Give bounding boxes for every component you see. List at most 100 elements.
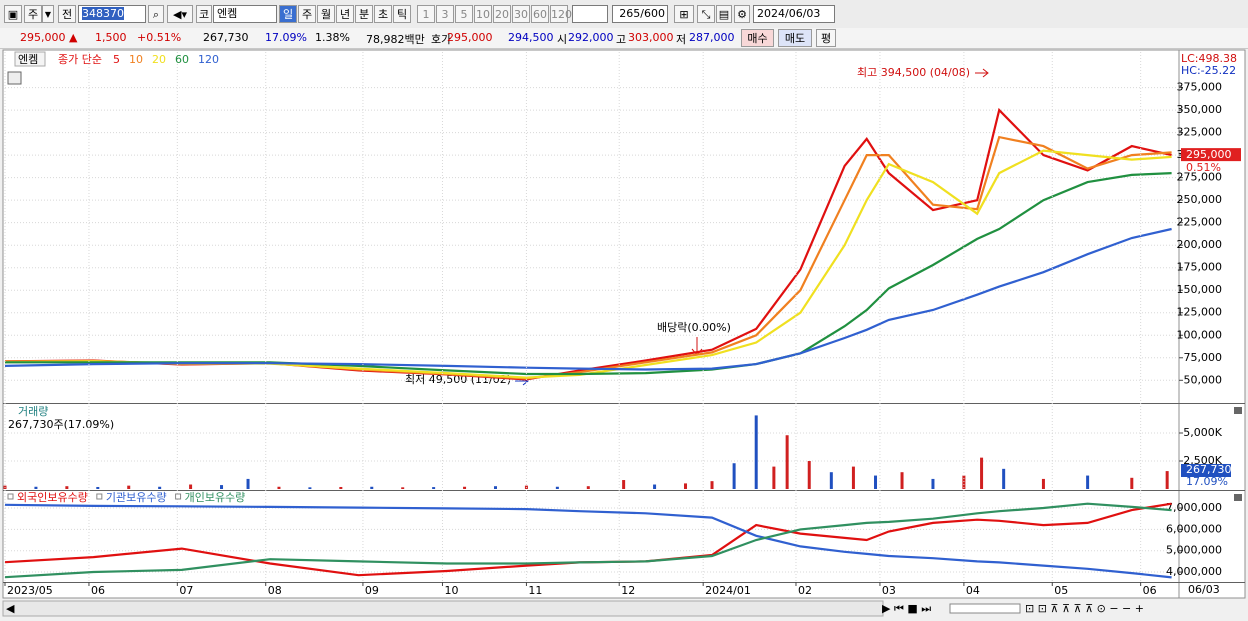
- volume-bar: [246, 478, 250, 489]
- volume-bar: [851, 466, 855, 489]
- y-tick-label: 225,000: [1177, 216, 1223, 229]
- volume-bar: [34, 486, 38, 489]
- search-button[interactable]: ⌕: [148, 5, 164, 23]
- axis-info: LC:498.38: [1181, 52, 1237, 65]
- prev-button[interactable]: 전: [58, 5, 76, 23]
- scroll-controls[interactable]: ▶ ⏮ ■ ⏭: [882, 602, 931, 615]
- volume-bar: [874, 475, 878, 489]
- y-tick-label: 100,000: [1177, 328, 1223, 341]
- average-button[interactable]: 평: [816, 29, 836, 47]
- date-input[interactable]: 2024/06/03: [753, 5, 835, 23]
- quote-item: 시: [557, 33, 568, 46]
- volume-bar: [189, 484, 193, 489]
- sell-button[interactable]: 매도: [778, 29, 812, 47]
- save-button[interactable]: ▤: [716, 5, 732, 23]
- pane-close[interactable]: [1234, 494, 1242, 501]
- x-tick-label: 12: [621, 584, 635, 597]
- quote-item: 294,500: [508, 31, 554, 44]
- quote-item: 17.09%: [265, 31, 307, 44]
- volume-tag-box: [1181, 464, 1231, 477]
- pane-title: 거래량: [18, 405, 48, 418]
- x-tick-label: 11: [528, 584, 542, 597]
- volume-bar: [370, 486, 374, 489]
- code-input[interactable]: 348370: [78, 5, 146, 23]
- toolbar-button[interactable]: 10: [474, 5, 492, 23]
- toolbar-button[interactable]: 30: [512, 5, 530, 23]
- zoom-controls[interactable]: ⊡ ⊡ ⊼ ⊼ ⊼ ⊼ ⊙ − − +: [1025, 602, 1144, 615]
- series-line: [4, 502, 1172, 579]
- x-tick-label: 10: [444, 584, 458, 597]
- quote-item: 1,500: [95, 31, 127, 44]
- x-tick-label: 2023/05: [7, 584, 53, 597]
- zoom-slider[interactable]: [949, 603, 1021, 614]
- table-icon[interactable]: [7, 71, 22, 85]
- x-tick-label: 06: [1143, 584, 1157, 597]
- volume-tag: 267,730: [1186, 463, 1232, 476]
- series-line: [4, 149, 1172, 379]
- pane-subtitle: 267,730주(17.09%): [8, 418, 114, 431]
- x-tick-label: 09: [365, 584, 379, 597]
- axis-info: HC:-25.22: [1181, 64, 1236, 77]
- legend-entry: 5: [113, 53, 120, 66]
- toolbar-button[interactable]: 일: [279, 5, 297, 23]
- toolbar-button[interactable]: 3: [436, 5, 454, 23]
- toolbar-button[interactable]: 60: [531, 5, 549, 23]
- y-tick-label: 2,500K: [1183, 454, 1222, 467]
- toolbar-button[interactable]: 초: [374, 5, 392, 23]
- legend-entry: 120: [198, 53, 219, 66]
- series-line: [4, 502, 1172, 577]
- market-button[interactable]: 주: [24, 5, 42, 23]
- y-tick-label: 125,000: [1177, 306, 1223, 319]
- price-tag-box: [1181, 148, 1241, 162]
- legend-entry: 10: [129, 53, 143, 66]
- x-tick-label: 07: [179, 584, 193, 597]
- icon-button[interactable]: ▣: [4, 5, 22, 23]
- toolbar-button[interactable]: 틱: [393, 5, 411, 23]
- settings-button[interactable]: ⚙: [734, 5, 750, 23]
- change-tag: 0.51%: [1186, 161, 1221, 174]
- volume-bar: [962, 475, 966, 489]
- volume-bar: [308, 487, 312, 489]
- scrollbar[interactable]: [2, 600, 884, 617]
- y-tick-label: 75,000: [1184, 351, 1223, 364]
- toolbar-button[interactable]: 1: [417, 5, 435, 23]
- x-tick-label: 05: [1054, 584, 1068, 597]
- count-input[interactable]: 265/600: [612, 5, 668, 23]
- quote-item: 78,982백만: [366, 33, 425, 46]
- y-tick-label: 200,000: [1177, 238, 1223, 251]
- y-tick-label: 250,000: [1177, 193, 1223, 206]
- toolbar-button[interactable]: 년: [336, 5, 354, 23]
- pane-close[interactable]: [1234, 407, 1242, 414]
- exchange-button[interactable]: 코: [196, 5, 212, 23]
- legend-box: [14, 51, 46, 67]
- volume-bar: [732, 463, 736, 489]
- scroll-left[interactable]: ◀: [6, 602, 15, 615]
- y-tick-label: 50,000: [1184, 373, 1223, 386]
- toolbar-button[interactable]: 20: [493, 5, 511, 23]
- interval-input[interactable]: [572, 5, 608, 23]
- y-tick-label: 175,000: [1177, 261, 1223, 274]
- volume-bar: [65, 486, 69, 489]
- toolbar-button[interactable]: 5: [455, 5, 473, 23]
- sound-button[interactable]: ◀▾: [167, 5, 193, 23]
- volume-bar: [785, 435, 789, 489]
- toolbar-button[interactable]: 주: [298, 5, 316, 23]
- x-tick-label: 02: [798, 584, 812, 597]
- tool-button[interactable]: ⤡: [697, 5, 715, 23]
- buy-button[interactable]: 매수: [741, 29, 774, 47]
- x-tick-label: 2024/01: [705, 584, 751, 597]
- name-input[interactable]: 엔켐: [213, 5, 277, 23]
- volume-bar: [754, 415, 758, 489]
- toolbar-button[interactable]: 120: [550, 5, 572, 23]
- volume-bar: [980, 457, 984, 489]
- quote-item: 292,000: [568, 31, 614, 44]
- toolbar-button[interactable]: 월: [317, 5, 335, 23]
- x-tick-label: 03: [882, 584, 896, 597]
- quote-item: 287,000: [689, 31, 735, 44]
- y-tick-label: 7,000,000: [1166, 501, 1222, 514]
- volume-bar: [277, 486, 281, 489]
- dropdown[interactable]: ▼: [42, 5, 54, 23]
- tool-button[interactable]: ⊞: [674, 5, 694, 23]
- toolbar-button[interactable]: 분: [355, 5, 373, 23]
